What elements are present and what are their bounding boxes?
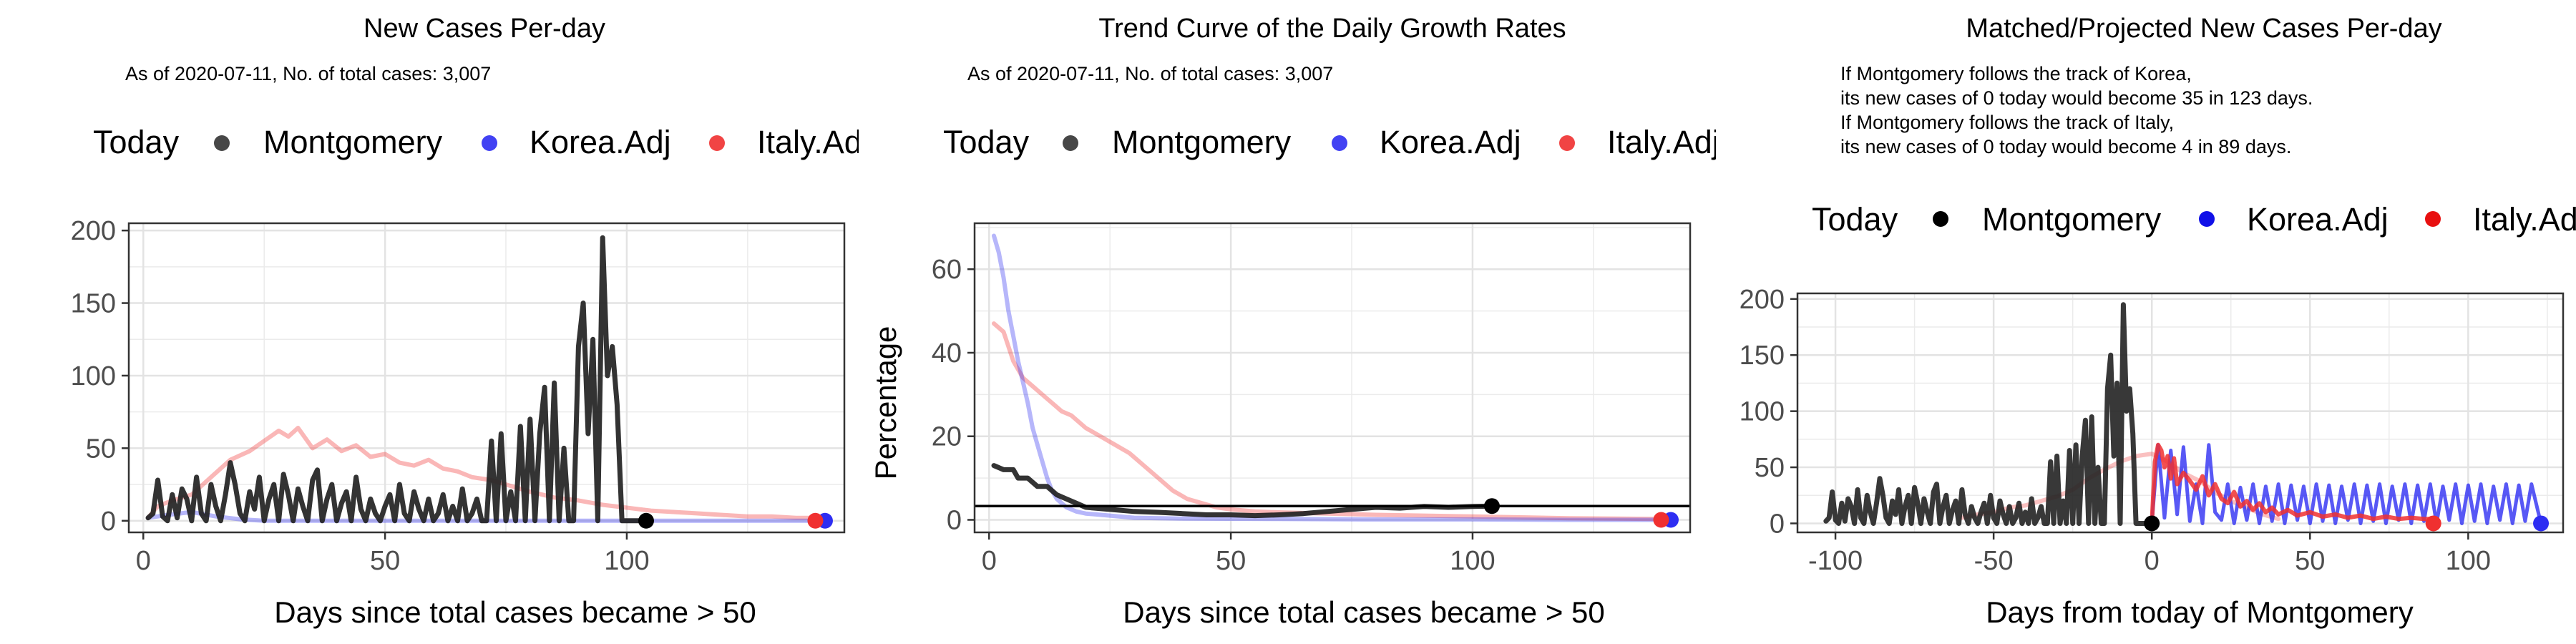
x-axis-label: Days since total cases became > 50 bbox=[1123, 595, 1605, 629]
y-tick-label: 50 bbox=[1755, 453, 1785, 483]
legend-key-korea bbox=[482, 135, 497, 151]
x-tick-label: 50 bbox=[2295, 546, 2325, 576]
legend-title: Today bbox=[93, 124, 180, 160]
plot-background bbox=[975, 223, 1690, 532]
x-tick-label: 100 bbox=[1450, 546, 1495, 576]
chart-title: New Cases Per-day bbox=[364, 14, 605, 44]
y-tick-label: 50 bbox=[86, 434, 116, 464]
legend-label-montgomery: Montgomery bbox=[1982, 201, 2162, 238]
plot-areas: 0 50 100 0 50 100 150 200 0 50 100 0 20 40 60 -100 -50 0 5… bbox=[71, 216, 2565, 576]
chart-subtitle: As of 2020-07-11, No. of total cases: 3,… bbox=[125, 63, 491, 84]
projected-cases-chart: Matched/Projected New Cases Per-day If M… bbox=[1812, 14, 2576, 629]
new-cases-chart: New Cases Per-day As of 2020-07-11, No. … bbox=[93, 14, 869, 629]
chart-title: Trend Curve of the Daily Growth Rates bbox=[1098, 14, 1566, 44]
chart-legend: Today Montgomery Korea.Adj Italy.Adj bbox=[93, 124, 869, 160]
series-line-montgomery bbox=[145, 235, 649, 524]
annotation-line-2: its new cases of 0 today would become 35… bbox=[1840, 87, 2313, 109]
y-tick-label: 20 bbox=[932, 422, 962, 452]
legend-key-italy bbox=[1559, 135, 1575, 151]
legend-label-korea: Korea.Adj bbox=[530, 124, 671, 160]
chart-title: Matched/Projected New Cases Per-day bbox=[1966, 14, 2441, 44]
gridlines bbox=[975, 223, 1690, 532]
x-tick-label: 50 bbox=[1216, 546, 1246, 576]
today-point-korea-adj bbox=[2533, 515, 2550, 532]
x-tick-label: -100 bbox=[1808, 546, 1863, 576]
y-axis-label: Percentage bbox=[869, 326, 902, 480]
chart-legend: Today Montgomery Korea.Adj Italy.Adj bbox=[943, 124, 1719, 160]
x-tick-label: 0 bbox=[982, 546, 997, 576]
legend-key-montgomery bbox=[214, 135, 230, 151]
legend-key-montgomery bbox=[1063, 135, 1078, 151]
series-layer bbox=[1823, 302, 2543, 526]
chart-legend: Today Montgomery Korea.Adj Italy.Adj bbox=[1812, 201, 2576, 238]
y-tick-label: 150 bbox=[1740, 341, 1785, 371]
legend-key-korea bbox=[2199, 211, 2215, 227]
legend-label-italy: Italy.Adj bbox=[2473, 201, 2576, 238]
legend-label-montgomery: Montgomery bbox=[1112, 124, 1292, 160]
plot-area-1: 0 50 100 0 20 40 60 bbox=[932, 222, 1692, 576]
today-point-montgomery bbox=[1483, 498, 1500, 514]
x-tick-label: 0 bbox=[136, 546, 151, 576]
plot-border bbox=[1796, 292, 2565, 534]
x-tick-label: 100 bbox=[2446, 546, 2491, 576]
plot-border bbox=[127, 222, 846, 534]
x-tick-label: 50 bbox=[370, 546, 400, 576]
annotation-line-3: If Montgomery follows the track of Italy… bbox=[1840, 112, 2174, 133]
y-tick-label: 0 bbox=[1770, 509, 1785, 539]
x-axis-label: Days since total cases became > 50 bbox=[274, 595, 756, 629]
legend-title: Today bbox=[1812, 201, 1898, 238]
y-tick-label: 200 bbox=[1740, 285, 1785, 315]
x-axis-label: Days from today of Montgomery bbox=[1986, 595, 2414, 629]
plot-area-2: -100 -50 0 50 100 0 50 100 150 200 bbox=[1740, 285, 2565, 576]
legend-key-italy bbox=[2425, 211, 2441, 227]
series-line-italy-adj bbox=[146, 426, 818, 520]
legend-label-italy: Italy.Adj bbox=[1607, 124, 1719, 160]
legend-label-montgomery: Montgomery bbox=[263, 124, 443, 160]
legend-label-italy: Italy.Adj bbox=[757, 124, 869, 160]
x-tick-label: -50 bbox=[1974, 546, 2014, 576]
plot-area-0: 0 50 100 0 50 100 150 200 bbox=[71, 216, 846, 576]
today-point-italy-adj bbox=[2425, 515, 2441, 532]
annotation-line-1: If Montgomery follows the track of Korea… bbox=[1840, 63, 2192, 84]
chart-subtitle: As of 2020-07-11, No. of total cases: 3,… bbox=[967, 63, 1333, 84]
legend-key-italy bbox=[709, 135, 725, 151]
series-layer bbox=[991, 233, 1673, 522]
today-point-italy-adj bbox=[1653, 512, 1669, 528]
growth-rate-chart: Trend Curve of the Daily Growth Rates As… bbox=[869, 14, 1719, 629]
y-tick-label: 200 bbox=[71, 216, 116, 246]
legend-key-montgomery bbox=[1933, 211, 1948, 227]
series-line-montgomery bbox=[991, 463, 1495, 519]
today-point-montgomery bbox=[2144, 515, 2160, 532]
y-tick-label: 0 bbox=[947, 505, 962, 535]
today-point-montgomery bbox=[638, 512, 654, 529]
series-line-montgomery bbox=[1823, 302, 2155, 526]
series-layer bbox=[145, 235, 818, 524]
y-tick-label: 0 bbox=[101, 507, 116, 537]
x-tick-label: 0 bbox=[2145, 546, 2160, 576]
y-tick-label: 100 bbox=[1740, 397, 1785, 427]
legend-key-korea bbox=[1332, 135, 1347, 151]
today-point-italy-adj bbox=[807, 512, 824, 529]
series-line-italy-adj bbox=[2150, 442, 2436, 526]
y-tick-label: 60 bbox=[932, 255, 962, 285]
legend-label-korea: Korea.Adj bbox=[2247, 201, 2389, 238]
annotation-line-4: its new cases of 0 today would become 4 … bbox=[1840, 136, 2291, 157]
x-tick-label: 100 bbox=[604, 546, 649, 576]
y-tick-label: 150 bbox=[71, 289, 116, 319]
series-line-korea-adj bbox=[2150, 443, 2543, 525]
y-tick-label: 100 bbox=[71, 361, 116, 391]
plot-border bbox=[973, 222, 1692, 534]
y-tick-label: 40 bbox=[932, 338, 962, 369]
legend-label-korea: Korea.Adj bbox=[1380, 124, 1521, 160]
series-line-italy-adj bbox=[992, 321, 1664, 522]
legend-title: Today bbox=[943, 124, 1030, 160]
